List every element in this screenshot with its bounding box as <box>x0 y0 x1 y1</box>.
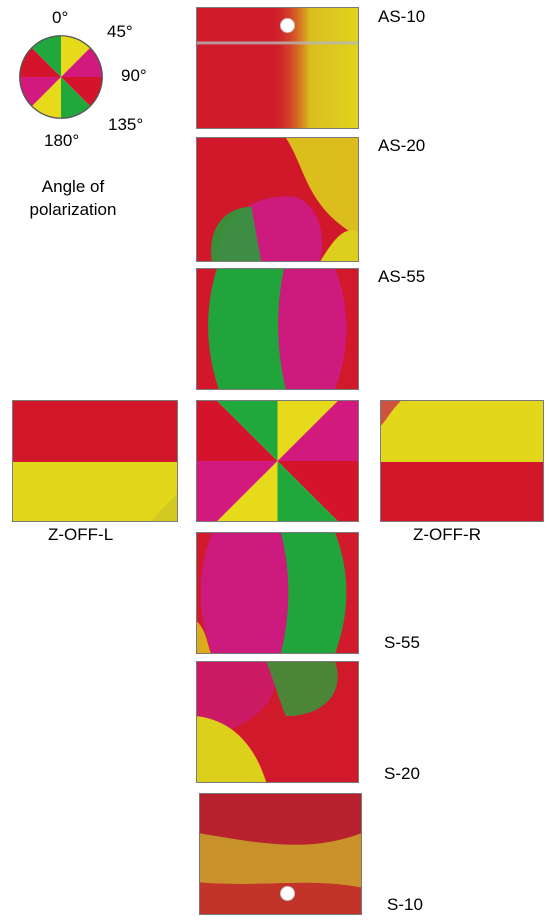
wheel-sector-7 <box>19 47 61 77</box>
panel-label-s10: S-10 <box>387 895 423 914</box>
wheel-sector-1 <box>61 35 91 77</box>
panel-zoff-l <box>12 400 178 522</box>
wheel-sector-2 <box>61 47 103 77</box>
panel-label-as10: AS-10 <box>378 7 426 26</box>
panel-as10 <box>196 7 359 129</box>
center-sector-2 <box>277 401 358 461</box>
panel-label-zoff-l: Z-OFF-L <box>48 525 114 544</box>
panel-label-zoff-r: Z-OFF-R <box>413 525 481 544</box>
angle-label-180: 180° <box>44 131 80 150</box>
center-sector-1 <box>277 401 338 461</box>
center-sector-3 <box>277 461 358 521</box>
wheel-sector-3 <box>61 77 103 107</box>
panel-center <box>196 400 359 522</box>
panel-label-as20: AS-20 <box>378 136 426 155</box>
wheel-sector-4 <box>61 77 91 119</box>
wheel-sector-6 <box>19 77 61 107</box>
wheel-sector-8 <box>31 35 61 77</box>
legend-title: Angle of polarization <box>14 175 132 221</box>
angle-label-90: 90° <box>121 66 147 85</box>
marker-dot-top <box>280 18 295 33</box>
center-sector-6 <box>197 461 278 521</box>
panel-s55 <box>196 532 359 654</box>
panel-label-s55: S-55 <box>384 633 420 652</box>
angle-label-0: 0° <box>52 8 69 27</box>
angle-label-45: 45° <box>107 22 133 41</box>
center-sector-7 <box>197 401 278 461</box>
polarization-color-wheel <box>18 34 104 120</box>
panel-as55 <box>196 268 359 390</box>
panel-label-s20: S-20 <box>384 764 420 783</box>
wheel-sector-5 <box>31 77 61 119</box>
marker-dot-bottom <box>280 886 295 901</box>
panel-as20 <box>196 137 359 262</box>
panel-label-as55: AS-55 <box>378 267 426 286</box>
angle-label-135: 135° <box>108 115 144 134</box>
legend-title-line1: Angle of <box>41 177 105 196</box>
panel-s10 <box>199 793 362 915</box>
legend-title-line2: polarization <box>29 200 117 219</box>
panel-s20 <box>196 661 359 783</box>
panel-zoff-r <box>380 400 544 522</box>
center-sector-5 <box>217 461 278 521</box>
